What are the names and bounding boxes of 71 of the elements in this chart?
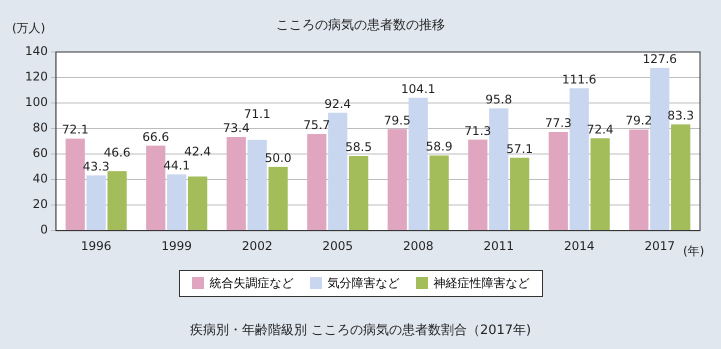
- x-tick-label: 2014: [564, 238, 595, 253]
- data-label: 95.8: [485, 92, 512, 107]
- x-axis-title: (年): [683, 243, 704, 260]
- data-label: 57.1: [506, 142, 534, 156]
- data-label: 72.4: [586, 122, 614, 136]
- legend-label: 気分障害など: [326, 275, 400, 292]
- x-tick-label: 2008: [402, 238, 434, 253]
- bar: [510, 158, 530, 230]
- data-label: 104.1: [401, 82, 436, 96]
- data-label: 83.3: [667, 108, 694, 122]
- bar: [489, 108, 508, 230]
- y-tick-label: 0: [40, 222, 48, 237]
- data-label: 73.4: [222, 121, 250, 136]
- x-tick-label: 1996: [80, 238, 112, 253]
- data-label: 46.6: [104, 145, 130, 160]
- bar: [671, 124, 690, 230]
- bar: [146, 146, 166, 230]
- bar: [570, 88, 589, 230]
- data-label: 127.6: [642, 52, 677, 66]
- data-label: 77.3: [544, 116, 572, 130]
- bar: [107, 171, 127, 230]
- data-label: 79.2: [625, 114, 652, 128]
- y-tick-label: 100: [25, 95, 48, 110]
- bar: [268, 166, 288, 230]
- data-label: 92.4: [324, 96, 352, 111]
- bar: [188, 176, 208, 230]
- data-label: 71.3: [464, 124, 492, 138]
- bar: [650, 68, 670, 230]
- y-tick-label: 40: [32, 172, 48, 186]
- bar: [629, 130, 648, 230]
- data-label: 72.1: [62, 122, 89, 137]
- x-tick-label: 2011: [483, 238, 514, 253]
- data-label: 111.6: [562, 72, 596, 86]
- bar: [590, 138, 610, 230]
- x-tick-label: 2002: [242, 238, 272, 253]
- bar: [328, 112, 348, 230]
- text: 疾病別・年齢階級別 こころの病気の患者数割合（2017年): [188, 322, 532, 339]
- bar: [349, 156, 368, 230]
- bar: [430, 155, 449, 230]
- data-label: 44.1: [163, 158, 190, 172]
- bar: [66, 138, 85, 230]
- bar: [548, 132, 568, 230]
- bar: [307, 134, 326, 230]
- x-tick-label: 2017: [644, 238, 676, 253]
- x-tick-label: 1999: [161, 238, 192, 253]
- legend-label: 神経症性障害など: [432, 275, 530, 292]
- bar: [248, 140, 267, 230]
- y-tick-label: 140: [25, 44, 48, 58]
- data-label: 50.0: [264, 150, 292, 165]
- bar: [226, 136, 246, 230]
- legend-label: 統合失調症など: [208, 275, 294, 292]
- bar: [408, 98, 428, 230]
- bar: [86, 175, 106, 230]
- bar: [167, 174, 186, 230]
- data-label: 58.9: [426, 140, 452, 154]
- y-tick-label: 60: [32, 146, 48, 160]
- data-label: 42.4: [184, 144, 211, 158]
- data-label: 75.7: [303, 118, 330, 132]
- chart-title: こころの病気の患者数の推移: [276, 18, 445, 33]
- data-label: 58.5: [345, 140, 372, 154]
- data-label: 79.5: [384, 113, 411, 128]
- y-axis-title: (万人): [12, 20, 46, 37]
- y-tick-label: 80: [32, 120, 48, 135]
- data-label: 66.6: [142, 130, 170, 144]
- bar: [388, 129, 407, 230]
- y-tick-label: 120: [25, 70, 48, 84]
- y-tick-label: 20: [32, 197, 48, 212]
- data-label: 43.3: [82, 159, 110, 174]
- data-label: 71.1: [244, 107, 271, 122]
- bar: [468, 140, 488, 230]
- x-tick-label: 2005: [322, 238, 353, 253]
